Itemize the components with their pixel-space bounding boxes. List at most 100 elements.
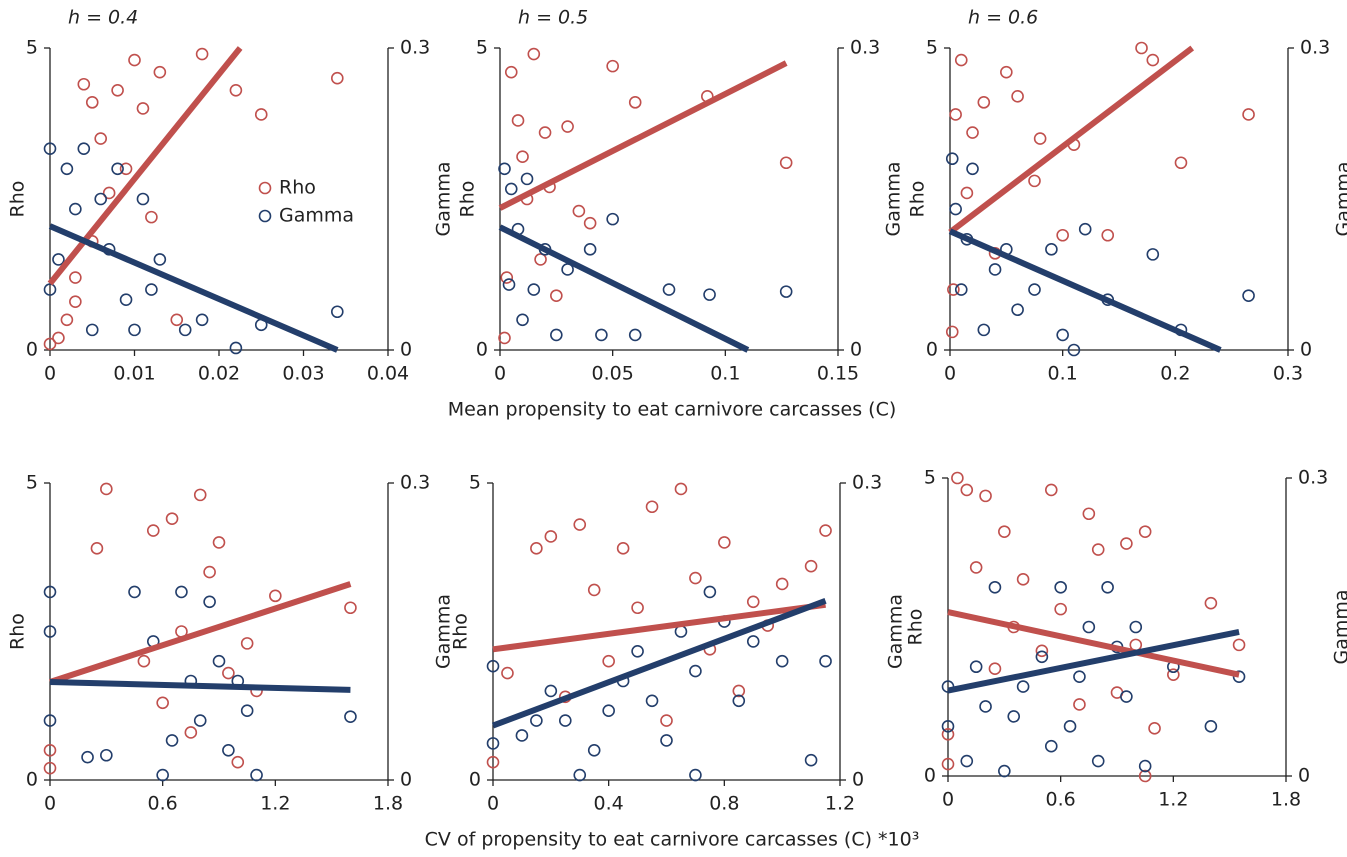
y2-tick-label: 0.3: [1298, 467, 1328, 489]
point: [1035, 644, 1049, 658]
point: [587, 583, 601, 597]
x-tick-label: 0.1: [1048, 363, 1078, 385]
panel-title: h = 0.4: [68, 7, 138, 29]
point: [616, 542, 630, 555]
point: [960, 186, 974, 200]
point: [988, 580, 1002, 594]
x-tick-label: 1.2: [1158, 789, 1188, 811]
trend-line: [491, 598, 827, 729]
point: [90, 542, 104, 555]
point: [52, 331, 65, 345]
point: [52, 253, 65, 266]
trend-line: [948, 228, 1222, 353]
point: [746, 595, 760, 609]
point: [527, 47, 541, 61]
point: [165, 512, 179, 525]
y2-axis-label: Gamma: [1333, 161, 1347, 236]
point: [1135, 41, 1148, 55]
point: [222, 666, 235, 680]
x-tick-label: 0.4: [594, 793, 624, 815]
point: [128, 53, 141, 67]
point: [43, 337, 57, 351]
x-tick-label: 0.05: [592, 363, 634, 385]
point: [977, 323, 991, 337]
y-axis-label: Rho: [450, 613, 472, 650]
y2-axis-label: Gamma: [883, 161, 905, 236]
point: [583, 216, 597, 230]
trend-line: [947, 609, 1240, 678]
point: [947, 283, 960, 296]
point: [960, 754, 974, 768]
point: [660, 714, 673, 727]
point: [602, 654, 615, 668]
point: [1078, 222, 1092, 236]
x-tick-label: 0.02: [198, 363, 240, 385]
point: [804, 559, 818, 573]
point: [229, 341, 243, 355]
point: [628, 328, 642, 342]
point: [195, 313, 209, 327]
point: [193, 714, 207, 727]
point: [137, 654, 151, 668]
x-tick-label: 0: [44, 363, 56, 385]
point: [977, 96, 991, 109]
point: [254, 108, 268, 121]
point: [178, 323, 192, 337]
point: [544, 684, 558, 698]
point: [1174, 156, 1188, 170]
point: [165, 734, 179, 747]
x-tick-label: 0: [494, 363, 506, 385]
x-tick-label: 0.15: [817, 363, 859, 385]
point: [573, 768, 587, 782]
x-tick-label: 1.2: [260, 793, 290, 815]
y-tick-label: 0: [26, 769, 38, 791]
point: [501, 666, 514, 680]
x-axis-label: CV of propensity to eat carnivore carcas…: [425, 829, 920, 851]
point: [689, 768, 702, 782]
point: [1167, 668, 1180, 681]
point: [746, 635, 760, 648]
point: [111, 83, 124, 97]
point: [969, 660, 983, 674]
point: [689, 571, 702, 585]
point: [43, 142, 57, 155]
point: [1082, 507, 1096, 521]
point: [530, 714, 543, 727]
point: [1073, 670, 1086, 683]
trend-line: [947, 629, 1240, 694]
legend-marker: [258, 209, 272, 223]
point: [504, 65, 518, 79]
point: [732, 694, 746, 708]
point: [94, 192, 107, 206]
x-tick-label: 0.8: [709, 793, 739, 815]
y2-tick-label: 0.3: [400, 472, 430, 494]
point: [43, 743, 57, 757]
panel-title: h = 0.5: [518, 7, 588, 29]
trend-line: [492, 601, 826, 653]
point: [988, 263, 1002, 276]
y-tick-label: 0: [26, 339, 38, 361]
y2-tick-label: 0: [400, 339, 412, 361]
point: [111, 162, 124, 176]
point: [498, 331, 511, 345]
point: [1101, 580, 1114, 594]
y-axis-label: Rho: [907, 181, 929, 218]
point: [1101, 228, 1115, 242]
point: [240, 637, 254, 650]
point: [1120, 690, 1133, 703]
y-axis-label: Rho: [7, 181, 29, 218]
point: [486, 755, 500, 769]
point: [193, 488, 207, 502]
point: [587, 743, 601, 757]
point: [145, 210, 158, 224]
point: [602, 704, 615, 718]
point: [184, 726, 198, 739]
point: [969, 561, 983, 574]
point: [229, 83, 243, 97]
x-tick-label: 1.8: [1271, 789, 1301, 811]
y2-tick-label: 0: [852, 769, 864, 791]
point: [1067, 343, 1081, 357]
point: [94, 132, 107, 145]
point: [240, 704, 254, 718]
